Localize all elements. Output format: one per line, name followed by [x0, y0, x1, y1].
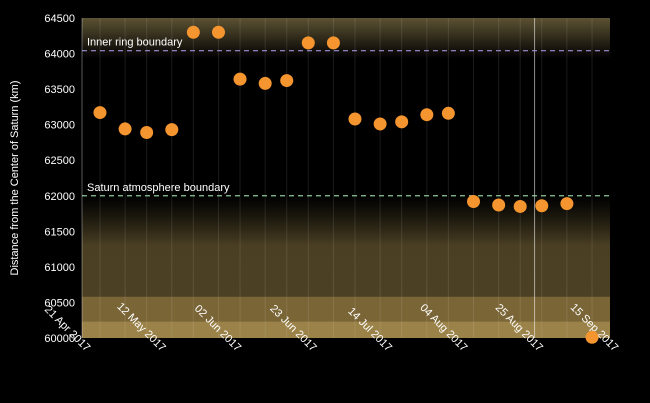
y-tick-label: 62500 [44, 155, 75, 167]
y-tick-label: 63000 [44, 120, 75, 132]
background-bands [82, 18, 610, 338]
data-point [301, 36, 315, 50]
y-tick-label: 61500 [44, 226, 75, 238]
y-tick-label: 63500 [44, 84, 75, 96]
data-point [373, 117, 387, 131]
reference-line-label: Inner ring boundary [87, 37, 183, 49]
data-point [535, 199, 549, 213]
data-point [186, 25, 200, 39]
data-point [560, 197, 574, 211]
data-point [395, 115, 409, 129]
reference-lines: Inner ring boundary Saturn atmosphere bou… [82, 37, 610, 197]
y-tick-label: 64500 [44, 13, 75, 25]
data-point [467, 194, 481, 208]
data-point [118, 122, 132, 136]
y-axis-label: Distance from the Center of Saturn (km) [9, 80, 21, 275]
y-tick-label: 62000 [44, 191, 75, 203]
data-point [258, 76, 272, 90]
y-tick-label: 60500 [44, 297, 75, 309]
data-point [233, 72, 247, 86]
data-point [492, 198, 506, 212]
data-point [140, 125, 154, 139]
data-points [93, 25, 599, 344]
data-point [93, 106, 107, 120]
y-tick-label: 60000 [44, 333, 75, 345]
data-point [513, 199, 527, 213]
data-point [165, 123, 179, 137]
vertical-gridlines [99, 18, 593, 338]
data-point [326, 36, 340, 50]
reference-line-label: Saturn atmosphere boundary [87, 182, 230, 194]
data-point [441, 106, 455, 120]
data-point [280, 74, 294, 88]
data-point [420, 108, 434, 122]
y-tick-label: 64000 [44, 49, 75, 61]
data-point [585, 330, 599, 344]
ring-region [82, 18, 610, 59]
data-point [211, 25, 225, 39]
bottom-atmosphere-band [82, 321, 610, 338]
data-point [348, 112, 362, 126]
y-tick-label: 61000 [44, 262, 75, 274]
